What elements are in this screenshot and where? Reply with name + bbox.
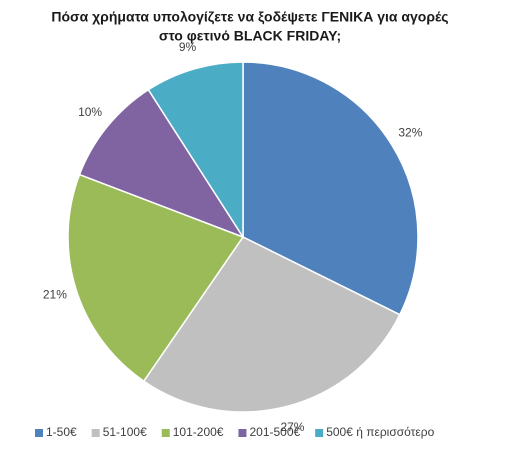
- data-label: 32%: [398, 125, 422, 139]
- data-label: 10%: [78, 105, 102, 119]
- data-label: 9%: [179, 40, 197, 54]
- data-label: 27%: [280, 420, 304, 434]
- data-label: 21%: [43, 288, 67, 302]
- pie-slice: [67, 173, 245, 383]
- legend-label: 500€ ή περισσότερο: [326, 425, 434, 439]
- legend-label: 51-100€: [103, 425, 147, 439]
- pie-slice: [242, 61, 419, 316]
- legend-swatch: [91, 429, 100, 437]
- legend-swatch: [161, 429, 170, 437]
- legend-swatch: [238, 429, 247, 437]
- chart-title: Πόσα χρήματα υπολογίζετε να ξοδέψετε ΓΕΝ…: [51, 9, 448, 25]
- legend-swatch: [35, 429, 43, 437]
- legend-label: 201-500€: [249, 425, 300, 439]
- pie-slice: [78, 88, 245, 239]
- legend-label: 101-200€: [173, 425, 224, 439]
- pie-slice: [142, 236, 401, 413]
- chart-title: στο φετινό BLACK FRIDAY;: [159, 28, 341, 44]
- pie-slice: [147, 61, 244, 240]
- legend-swatch: [315, 429, 324, 437]
- legend-label: 1-50€: [46, 425, 77, 439]
